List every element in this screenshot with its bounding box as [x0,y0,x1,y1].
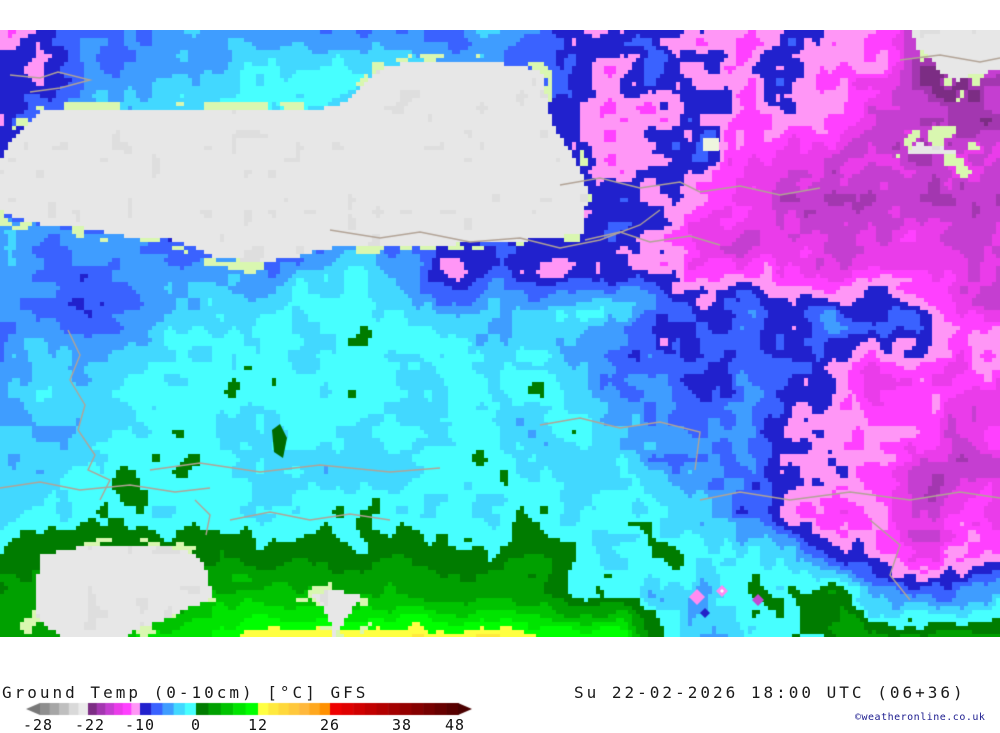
temperature-map-canvas [0,30,1000,637]
colorbar-tick-label: -28 [22,716,54,733]
temperature-colorbar [25,701,475,717]
colorbar-tick-labels: -28 -22 -10 0 12 26 38 48 [0,716,500,733]
colorbar-tick-label: 48 [444,716,466,733]
copyright-link[interactable]: ©weatheronline.co.uk [855,712,986,723]
colorbar-tick-label: 12 [247,716,269,733]
valid-time-label: Su 22-02-2026 18:00 UTC (06+36) [574,683,966,702]
map-title: Ground Temp (0-10cm) [°C] GFS [2,683,369,702]
colorbar-tick-label: 0 [190,716,202,733]
colorbar-tick-label: -10 [124,716,156,733]
colorbar-tick-label: 26 [319,716,341,733]
colorbar-tick-label: 38 [391,716,413,733]
colorbar-tick-label: -22 [74,716,106,733]
